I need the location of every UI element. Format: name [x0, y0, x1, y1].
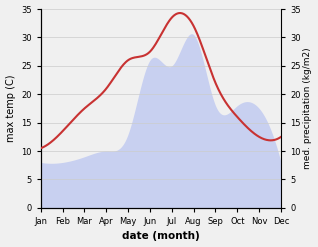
Y-axis label: max temp (C): max temp (C): [5, 75, 16, 142]
X-axis label: date (month): date (month): [122, 231, 200, 242]
Y-axis label: med. precipitation (kg/m2): med. precipitation (kg/m2): [303, 48, 313, 169]
